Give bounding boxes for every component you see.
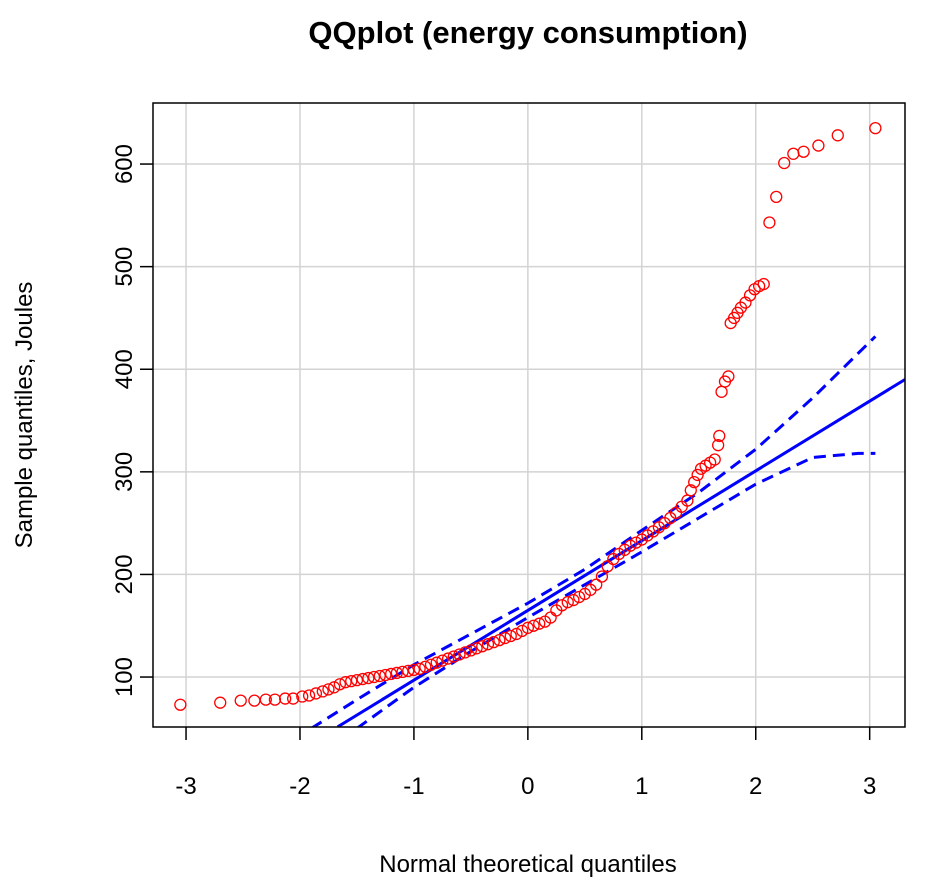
x-axis-label: Normal theoretical quantiles <box>379 851 676 878</box>
point <box>510 627 523 641</box>
point <box>174 698 187 711</box>
point <box>279 692 292 705</box>
point <box>316 685 329 698</box>
point <box>778 156 791 170</box>
point <box>722 370 735 383</box>
point <box>590 578 603 591</box>
plot-frame <box>152 102 906 728</box>
point <box>367 670 381 684</box>
point <box>743 289 757 302</box>
point <box>831 129 844 142</box>
point <box>713 429 726 443</box>
point <box>362 671 375 685</box>
lower-confidence-band <box>356 451 876 727</box>
point <box>787 147 800 160</box>
point <box>487 636 500 649</box>
point <box>333 678 347 691</box>
point <box>430 656 443 669</box>
point <box>373 669 386 683</box>
point <box>869 121 882 135</box>
point <box>527 619 540 632</box>
x-tick-label: -3 <box>175 773 196 800</box>
point <box>296 690 309 703</box>
point <box>595 570 609 583</box>
point <box>533 617 546 630</box>
point <box>516 624 529 638</box>
point <box>407 663 421 677</box>
upper-confidence-band <box>310 335 877 727</box>
point <box>436 654 449 667</box>
point <box>629 536 643 549</box>
point <box>715 385 728 398</box>
point <box>384 667 398 681</box>
point <box>708 453 721 466</box>
point <box>424 658 438 671</box>
point <box>286 692 300 705</box>
point <box>757 277 770 291</box>
point <box>561 595 574 609</box>
point <box>259 693 272 706</box>
x-tick-label: -1 <box>403 773 424 800</box>
chart-title: QQplot (energy consumption) <box>308 15 747 50</box>
x-tick-label: 3 <box>863 773 876 800</box>
point <box>459 646 472 659</box>
point <box>572 590 586 604</box>
point <box>481 638 495 651</box>
reference-line <box>336 378 905 727</box>
point <box>770 190 783 204</box>
point <box>328 681 341 694</box>
x-tick-label: 1 <box>635 773 648 800</box>
point <box>447 650 460 663</box>
point <box>470 642 483 655</box>
x-tick-label: -2 <box>289 773 310 800</box>
point <box>498 631 512 645</box>
point <box>379 668 392 682</box>
point <box>396 665 409 679</box>
y-tick-label: 300 <box>111 452 138 492</box>
point <box>691 468 704 482</box>
point <box>688 475 701 489</box>
point <box>350 673 364 687</box>
point <box>413 662 426 675</box>
x-tick-label: 0 <box>521 773 534 800</box>
y-axis-label: Sample quantiles, Joules <box>11 282 38 549</box>
y-tick-label: 100 <box>111 657 138 697</box>
point <box>476 640 489 653</box>
point <box>356 672 369 686</box>
point <box>390 666 403 680</box>
point <box>322 683 335 696</box>
point <box>555 599 569 612</box>
point <box>419 660 432 673</box>
y-tick-label: 400 <box>111 349 138 389</box>
point <box>402 664 415 678</box>
point <box>711 439 725 452</box>
point <box>567 593 580 607</box>
point <box>624 539 637 552</box>
point <box>345 674 358 688</box>
x-tick-label: 2 <box>749 773 762 800</box>
point <box>493 633 506 647</box>
point <box>797 145 810 158</box>
point <box>234 694 247 707</box>
point <box>763 216 776 229</box>
point <box>248 694 261 707</box>
point <box>739 296 752 309</box>
point <box>464 644 478 657</box>
y-tick-label: 600 <box>111 144 138 184</box>
point <box>309 687 323 700</box>
point <box>441 652 455 665</box>
point <box>521 621 535 634</box>
point <box>504 629 517 643</box>
point <box>684 484 697 497</box>
point <box>302 689 316 702</box>
point <box>214 696 227 709</box>
plot-area <box>174 121 905 727</box>
y-tick-label: 200 <box>111 554 138 594</box>
point <box>339 676 352 689</box>
point <box>812 139 825 152</box>
y-tick-label: 500 <box>111 247 138 287</box>
point <box>453 648 466 661</box>
